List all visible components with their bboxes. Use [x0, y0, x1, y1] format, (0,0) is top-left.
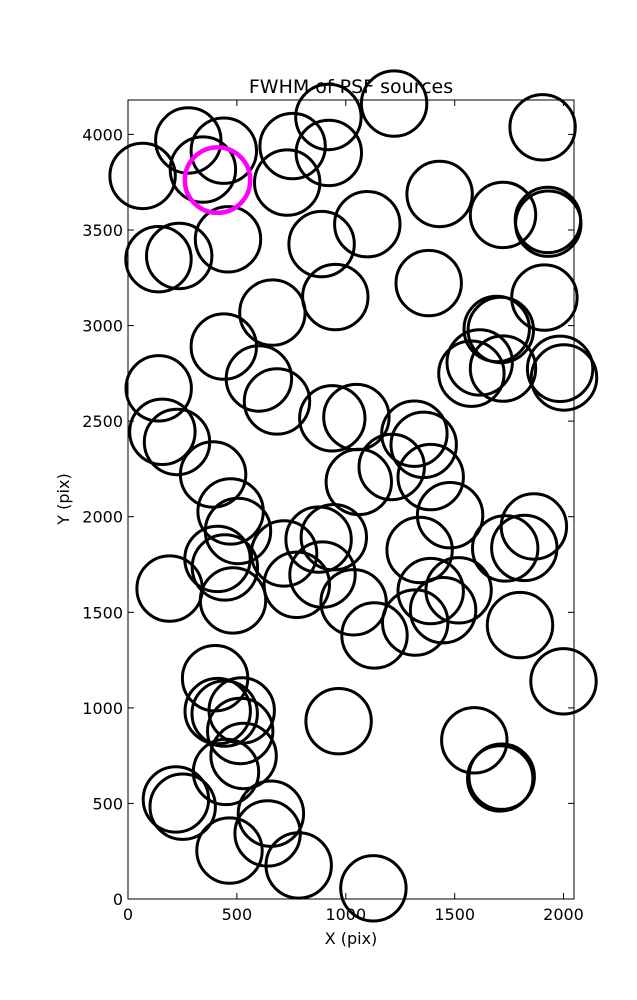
psf-source-circle — [440, 706, 509, 775]
psf-source-circle — [209, 721, 278, 791]
psf-source-circle — [284, 505, 353, 574]
plot-frame — [127, 99, 575, 900]
highlighted-psf-source-circle — [182, 145, 253, 216]
psf-source-circle — [508, 93, 577, 162]
y-axis-label: Y (pix) — [54, 473, 73, 525]
y-tick-label: 1500 — [82, 603, 123, 622]
psf-source-circle — [529, 343, 599, 412]
x-tick-label: 0 — [123, 905, 133, 924]
psf-source-circle — [396, 442, 465, 512]
y-tick-label: 500 — [92, 794, 123, 813]
psf-source-circle — [124, 354, 193, 423]
psf-source-circle — [319, 568, 388, 637]
psf-source-circle — [424, 556, 493, 625]
psf-source-circle — [396, 556, 465, 626]
psf-source-circle — [190, 679, 259, 748]
psf-source-circle — [525, 334, 595, 403]
psf-source-circle — [258, 111, 327, 181]
psf-source-circle — [294, 82, 363, 152]
psf-source-circle — [340, 601, 409, 670]
psf-source-circle — [193, 205, 263, 274]
psf-source-circle — [380, 399, 449, 468]
psf-source-circle — [359, 69, 429, 138]
y-tick-label: 0 — [113, 890, 123, 909]
psf-source-circle — [304, 687, 373, 756]
psf-source-circle — [142, 407, 212, 477]
psf-source-circle — [339, 854, 408, 923]
psf-source-circle — [468, 180, 538, 250]
psf-source-circle — [510, 263, 579, 332]
psf-source-circle — [206, 696, 275, 766]
psf-source-circle — [135, 554, 204, 623]
psf-source-circle — [471, 514, 540, 583]
psf-source-circle — [145, 221, 214, 291]
psf-source-circle — [183, 676, 252, 746]
psf-source-circle — [287, 209, 356, 279]
y-tick-label: 2500 — [82, 412, 123, 431]
psf-source-circle — [203, 496, 273, 566]
x-tick-label: 2000 — [543, 905, 584, 924]
psf-source-circle — [189, 116, 259, 185]
psf-source-circle — [298, 384, 367, 453]
psf-source-circle — [108, 141, 177, 211]
psf-source-circle — [405, 159, 474, 229]
psf-source-circle — [154, 106, 223, 175]
psf-source-circle — [529, 647, 598, 716]
psf-source-circle — [437, 339, 506, 408]
y-tick-label: 1000 — [82, 699, 123, 718]
psf-source-circle — [381, 588, 450, 657]
psf-source-circle — [224, 344, 294, 413]
psf-source-circle — [141, 765, 211, 834]
psf-source-circle — [468, 334, 538, 403]
psf-source-circle — [466, 744, 535, 813]
psf-source-circle — [238, 278, 307, 347]
psf-source-circle — [128, 397, 197, 466]
psf-source-circle — [394, 248, 463, 318]
psf-source-circle — [262, 550, 331, 619]
psf-source-circle — [178, 440, 248, 509]
y-tick-label: 3500 — [82, 221, 123, 240]
x-tick-label: 500 — [222, 905, 253, 924]
psf-source-circle — [514, 189, 583, 258]
y-tick-label: 3000 — [82, 317, 123, 336]
psf-source-circle — [385, 515, 454, 585]
psf-source-circle — [253, 148, 322, 217]
psf-source-circle — [408, 576, 478, 645]
psf-source-circle — [445, 328, 514, 397]
psf-source-circle — [195, 816, 264, 885]
psf-source-circle — [124, 225, 193, 294]
psf-source-circle — [190, 533, 260, 602]
axis-ticks: 0 500 1000 1500 2000 0 500 1000 1500 2000 2500 3000… — [82, 100, 584, 924]
psf-source-circle — [415, 481, 485, 550]
psf-source-circle — [264, 831, 333, 900]
y-tick-label: 2000 — [82, 508, 123, 527]
psf-source-circle — [242, 367, 312, 436]
psf-source-circle — [357, 432, 426, 502]
psf-source-circle — [333, 190, 402, 259]
psf-source-circle — [485, 590, 555, 660]
data-markers — [108, 69, 599, 923]
x-axis-label: X (pix) — [325, 929, 378, 948]
psf-source-circle — [168, 135, 238, 204]
psf-source-circle — [148, 772, 217, 841]
x-tick-label: 1500 — [434, 905, 475, 924]
chart-title: FWHM of PSF sources — [249, 76, 453, 98]
psf-source-circle — [198, 566, 268, 635]
psf-source-circle — [191, 737, 261, 807]
psf-source-circle — [249, 519, 319, 588]
x-tick-label: 1000 — [325, 905, 366, 924]
psf-source-circle — [294, 118, 363, 188]
psf-source-circle — [513, 185, 583, 255]
psf-source-circle — [490, 513, 559, 583]
y-tick-label: 4000 — [82, 125, 123, 144]
